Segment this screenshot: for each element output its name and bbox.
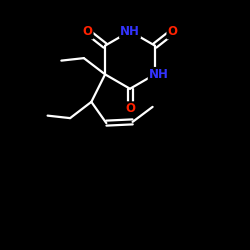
Text: O: O (82, 26, 92, 38)
Text: O: O (125, 102, 135, 115)
Text: NH: NH (120, 25, 140, 38)
Text: O: O (168, 26, 177, 38)
Text: NH: NH (149, 68, 169, 81)
